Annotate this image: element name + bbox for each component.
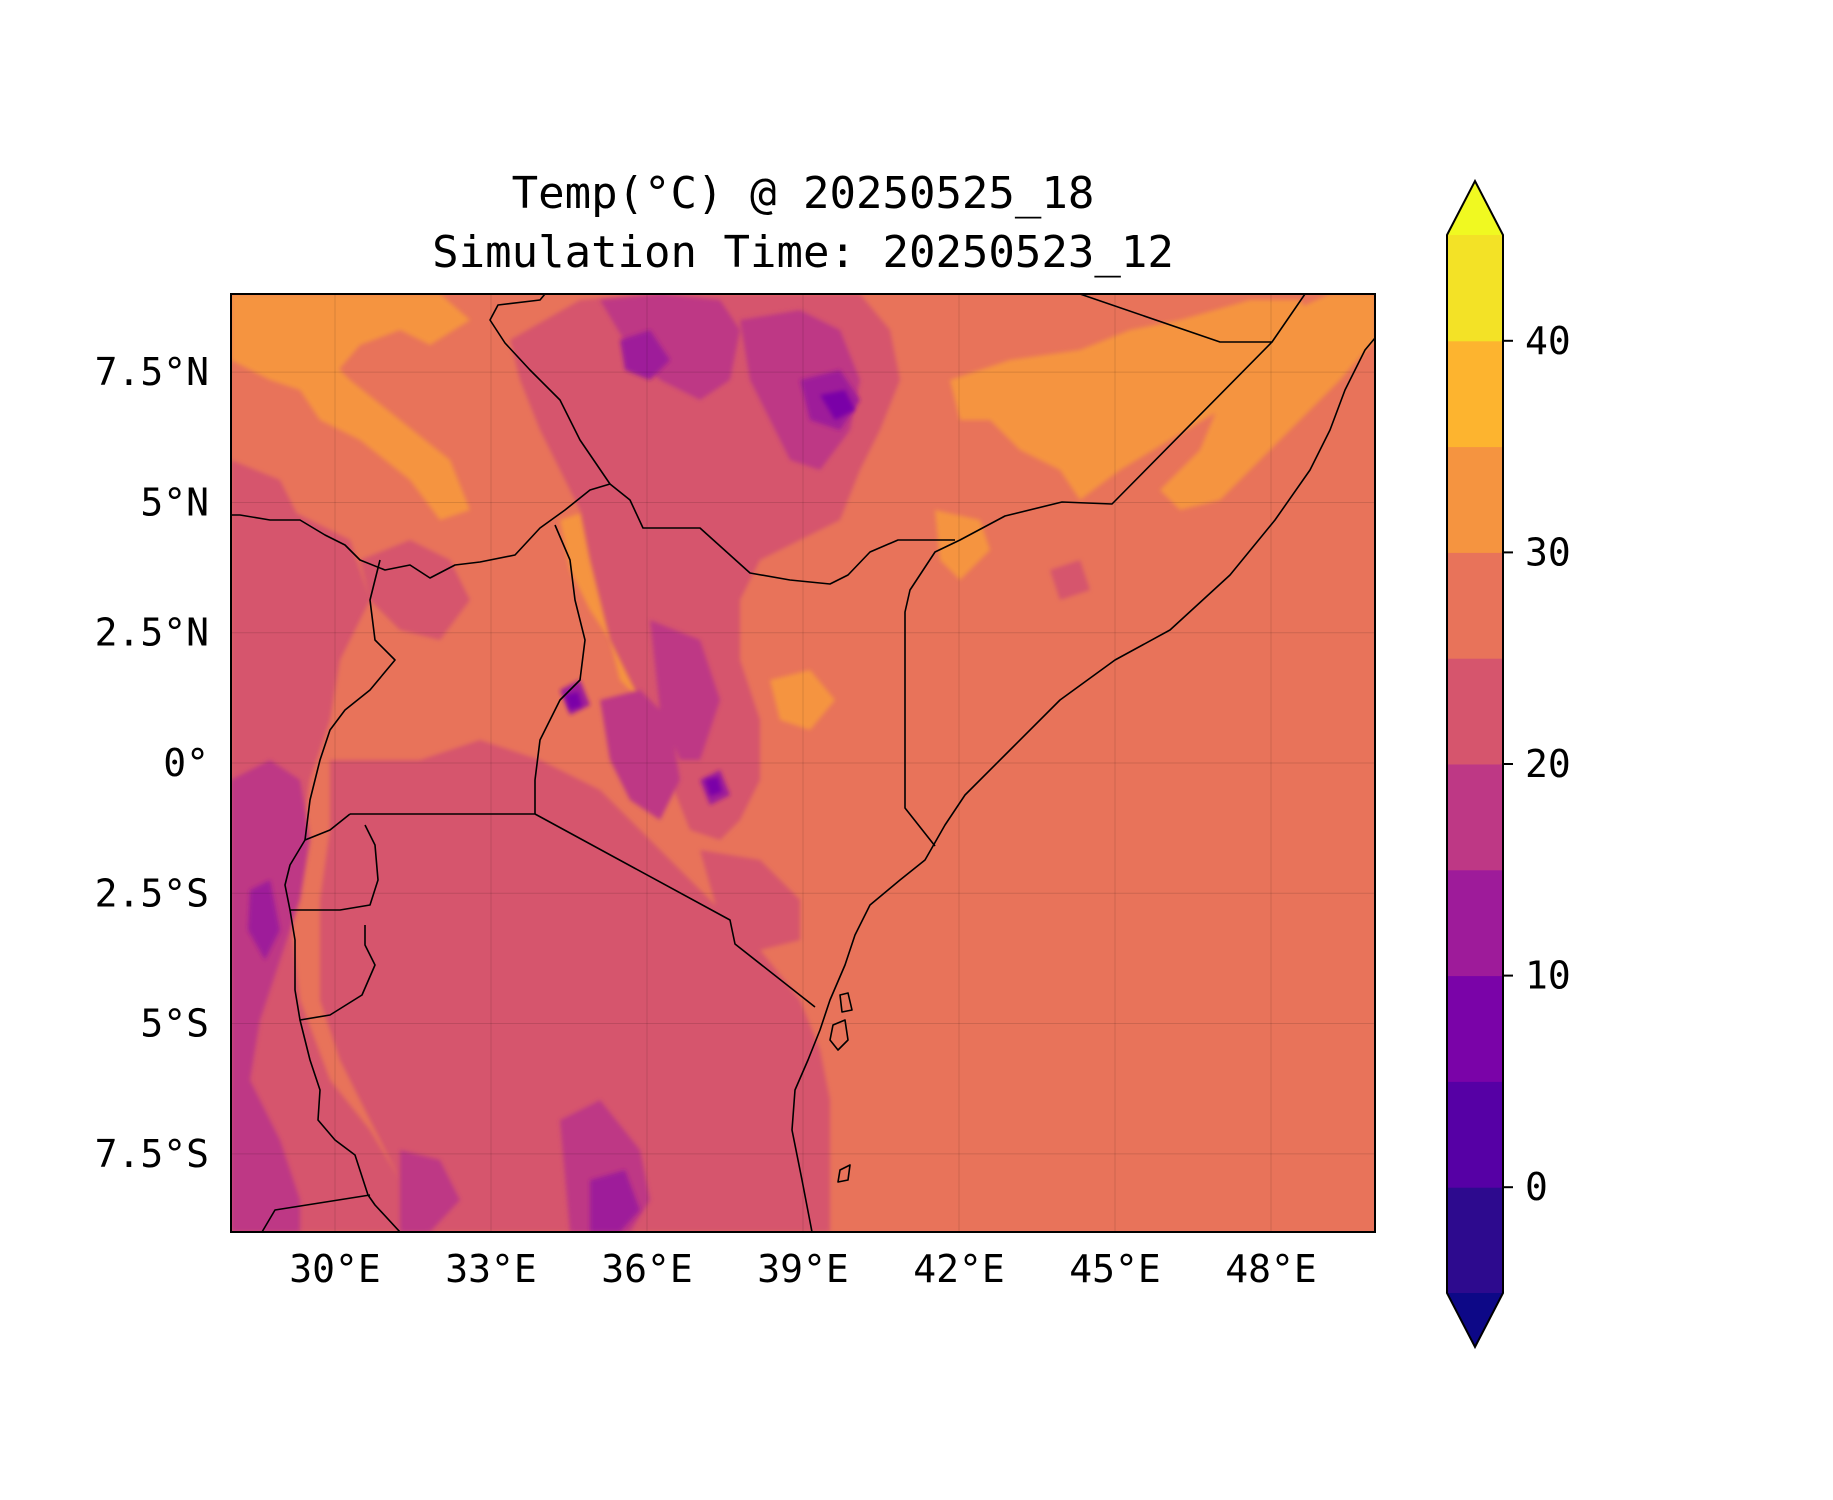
- y-tick-labels: 7.5°N 5°N 2.5°N 0° 2.5°S 5°S 7.5°S: [95, 350, 209, 1176]
- colorbar-band: [1447, 235, 1503, 342]
- y-tick-label: 7.5°N: [95, 350, 209, 394]
- border-somalia-ethiopia: [1079, 294, 1306, 343]
- colorbar-band: [1447, 975, 1503, 1082]
- freezing-spots: [565, 390, 855, 796]
- x-tick-label: 36°E: [601, 1247, 693, 1291]
- border-tanzania-north: [350, 813, 816, 1008]
- colorbar-tick-label: 0: [1525, 1165, 1548, 1209]
- y-tick-label: 5°N: [140, 480, 209, 524]
- map-title-line-2: Simulation Time: 20250523_12: [432, 227, 1174, 278]
- colorbar-band: [1447, 869, 1503, 977]
- island-pemba: [839, 992, 853, 1013]
- colder-regions: [231, 294, 860, 1232]
- x-tick-label: 42°E: [913, 1247, 1005, 1291]
- colorbar-band: [1447, 764, 1503, 871]
- island-zanzibar: [829, 1019, 849, 1051]
- colorbar-band: [1447, 1081, 1503, 1188]
- map-frame: [230, 293, 1376, 1233]
- y-tick-label: 5°S: [140, 1002, 209, 1046]
- y-tick-label: 2.5°N: [95, 611, 209, 655]
- map-panel: [231, 294, 1375, 1232]
- colorbar-band: [1447, 446, 1503, 553]
- x-tick-label: 48°E: [1225, 1247, 1317, 1291]
- gridlines: [231, 294, 1375, 1232]
- island-mafia: [837, 1164, 851, 1183]
- border-kenya-north: [231, 483, 955, 585]
- border-ethiopia-somalia-south: [904, 341, 1273, 847]
- colorbar-band: [1447, 658, 1503, 765]
- colorbar-tick-label: 40: [1525, 319, 1571, 363]
- border-uganda-kenya: [534, 524, 586, 814]
- x-tick-label: 33°E: [445, 1247, 537, 1291]
- colorbar-tick-label: 20: [1525, 742, 1571, 786]
- colorbar-tick-label: 10: [1525, 954, 1571, 998]
- border-uganda-congo: [304, 559, 396, 841]
- colorbar-under-arrow: [1447, 1293, 1503, 1347]
- border-burundi-west: [289, 909, 376, 1021]
- coastline-east-africa: [791, 337, 1375, 1232]
- colorbar-outline: [1446, 178, 1504, 1350]
- colorbar: 0 10 20 30 40: [1446, 178, 1571, 1350]
- colorbar-over-arrow: [1447, 181, 1503, 235]
- x-tick-labels: 30°E 33°E 36°E 39°E 42°E 45°E 48°E: [289, 1247, 1317, 1291]
- x-tick-label: 45°E: [1069, 1247, 1161, 1291]
- colorbar-band: [1447, 1187, 1503, 1294]
- borders: [231, 294, 1375, 1232]
- map-title-line-1: Temp(°C) @ 20250525_18: [512, 168, 1095, 219]
- border-zambia: [261, 1194, 371, 1232]
- border-rwanda-burundi: [284, 813, 379, 911]
- x-tick-label: 39°E: [757, 1247, 849, 1291]
- y-tick-label: 2.5°S: [95, 871, 209, 915]
- y-tick-label: 7.5°S: [95, 1132, 209, 1176]
- colorbar-band: [1447, 552, 1503, 659]
- colorbar-tick-label: 30: [1525, 530, 1571, 574]
- border-south-sudan-ethiopia: [489, 294, 611, 485]
- border-lake-tanganyika: [299, 1019, 401, 1232]
- x-tick-label: 30°E: [289, 1247, 381, 1291]
- colorbar-band: [1447, 340, 1503, 448]
- y-tick-label: 0°: [163, 741, 209, 785]
